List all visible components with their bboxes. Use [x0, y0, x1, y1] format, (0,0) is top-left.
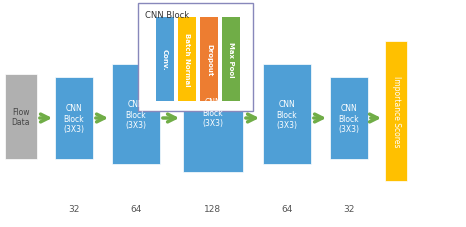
- Text: CNN
Block
(3X3): CNN Block (3X3): [125, 100, 146, 129]
- FancyBboxPatch shape: [385, 42, 407, 181]
- FancyBboxPatch shape: [5, 75, 37, 159]
- FancyBboxPatch shape: [156, 18, 174, 101]
- Text: Batch Normal: Batch Normal: [184, 33, 190, 86]
- Text: CNN Block: CNN Block: [145, 10, 189, 20]
- FancyBboxPatch shape: [200, 18, 218, 101]
- FancyBboxPatch shape: [55, 78, 93, 159]
- FancyBboxPatch shape: [178, 18, 196, 101]
- Text: CNN
Block
(3X3): CNN Block (3X3): [276, 100, 297, 129]
- Text: CNN
Block
(3X3): CNN Block (3X3): [338, 104, 359, 133]
- Text: CNN
Block
(3X3): CNN Block (3X3): [203, 98, 224, 127]
- FancyBboxPatch shape: [112, 65, 160, 164]
- Text: CNN
Block
(3X3): CNN Block (3X3): [63, 104, 84, 133]
- FancyBboxPatch shape: [138, 4, 253, 111]
- Text: Dropout: Dropout: [206, 44, 212, 76]
- Text: 32: 32: [69, 205, 80, 214]
- FancyBboxPatch shape: [263, 65, 311, 164]
- Text: 32: 32: [343, 205, 355, 214]
- Text: Max Pool: Max Pool: [228, 42, 234, 77]
- FancyBboxPatch shape: [183, 53, 243, 172]
- FancyBboxPatch shape: [330, 78, 368, 159]
- FancyBboxPatch shape: [222, 18, 240, 101]
- Text: 64: 64: [281, 205, 293, 214]
- Text: 128: 128: [205, 205, 221, 214]
- Text: Importance Scores: Importance Scores: [391, 76, 400, 147]
- Text: Flow
Data: Flow Data: [12, 107, 30, 127]
- Text: Conv.: Conv.: [162, 49, 168, 71]
- Text: 64: 64: [130, 205, 142, 214]
